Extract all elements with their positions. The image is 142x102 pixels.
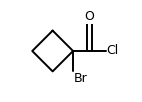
- Text: Cl: Cl: [107, 44, 119, 58]
- Text: O: O: [84, 11, 94, 23]
- Text: Br: Br: [74, 72, 88, 85]
